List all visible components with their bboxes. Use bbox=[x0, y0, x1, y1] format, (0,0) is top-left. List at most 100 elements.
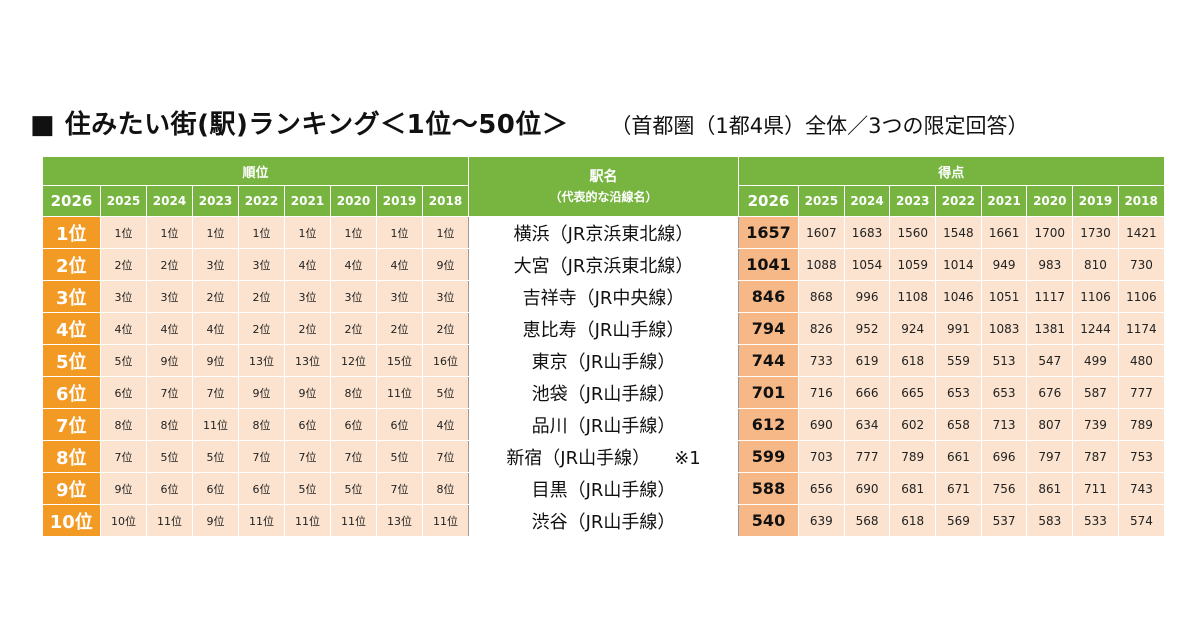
past-score-cell: 665 bbox=[889, 376, 936, 409]
station-name: 吉祥寺（JR中央線） bbox=[522, 287, 685, 309]
station-name: 東京（JR山手線） bbox=[531, 351, 676, 373]
past-score-cell: 983 bbox=[1026, 248, 1073, 281]
score-year-header: 2020 bbox=[1026, 185, 1074, 217]
past-score-cell: 1548 bbox=[935, 216, 982, 249]
rank-year-header: 2018 bbox=[422, 185, 469, 217]
past-score-cell: 711 bbox=[1072, 472, 1119, 505]
current-rank: 5位 bbox=[42, 344, 101, 377]
past-rank-cell: 6位 bbox=[284, 408, 331, 441]
past-rank-cell: 8位 bbox=[422, 472, 469, 505]
past-rank-cell: 2位 bbox=[100, 248, 147, 281]
past-rank-cell: 2位 bbox=[238, 312, 285, 345]
rank-year-header: 2023 bbox=[192, 185, 239, 217]
past-score-cell: 690 bbox=[798, 408, 845, 441]
past-score-cell: 991 bbox=[935, 312, 982, 345]
current-score: 744 bbox=[738, 344, 799, 377]
station-name-cell: 横浜（JR京浜東北線） bbox=[468, 216, 739, 249]
past-rank-cell: 8位 bbox=[146, 408, 193, 441]
past-score-cell: 861 bbox=[1026, 472, 1073, 505]
past-score-cell: 1014 bbox=[935, 248, 982, 281]
past-score-cell: 634 bbox=[843, 408, 890, 441]
past-score-cell: 733 bbox=[798, 344, 845, 377]
past-score-cell: 587 bbox=[1072, 376, 1119, 409]
table-row: 10位 10位 11位 9位 11位 11位 11位 13位 11位 渋谷（JR山手線） 540 63… bbox=[42, 504, 1164, 537]
past-score-cell: 743 bbox=[1117, 472, 1164, 505]
past-rank-cell: 1位 bbox=[238, 216, 285, 249]
table-row: 7位 8位 8位 11位 8位 6位 6位 6位 4位 品川（JR山手線） 612 690 634 602… bbox=[42, 408, 1164, 441]
past-rank-cell: 7位 bbox=[238, 440, 285, 473]
past-score-cell: 696 bbox=[980, 440, 1027, 473]
past-score-cell: 789 bbox=[1117, 408, 1164, 441]
past-rank-cell: 2位 bbox=[376, 312, 423, 345]
rank-year-header: 2019 bbox=[376, 185, 423, 217]
past-rank-cell: 9位 bbox=[422, 248, 469, 281]
past-score-cell: 952 bbox=[843, 312, 890, 345]
past-score-cell: 583 bbox=[1026, 504, 1073, 537]
past-score-cell: 656 bbox=[798, 472, 845, 505]
past-score-cell: 739 bbox=[1072, 408, 1119, 441]
past-score-cell: 1083 bbox=[980, 312, 1027, 345]
past-score-cell: 1381 bbox=[1026, 312, 1073, 345]
table-row: 9位 9位 6位 6位 6位 5位 5位 7位 8位 目黒（JR山手線） 588 656 690 681 6… bbox=[42, 472, 1164, 505]
past-score-cell: 716 bbox=[798, 376, 845, 409]
score-year-header: 2018 bbox=[1117, 185, 1165, 217]
past-score-cell: 513 bbox=[980, 344, 1027, 377]
past-rank-cell: 1位 bbox=[330, 216, 377, 249]
past-rank-cell: 2位 bbox=[422, 312, 469, 345]
past-rank-cell: 16位 bbox=[422, 344, 469, 377]
table-row: 8位 7位 5位 5位 7位 7位 7位 5位 7位 新宿（JR山手線） ※1 599 703 777 78… bbox=[42, 440, 1164, 473]
title-main: ■ 住みたい街(駅)ランキング＜1位～50位＞ bbox=[30, 104, 568, 141]
station-name: 横浜（JR京浜東北線） bbox=[513, 223, 694, 245]
past-score-cell: 996 bbox=[843, 280, 890, 313]
past-score-cell: 1117 bbox=[1026, 280, 1073, 313]
past-rank-cell: 6位 bbox=[192, 472, 239, 505]
past-rank-cell: 9位 bbox=[146, 344, 193, 377]
past-rank-cell: 5位 bbox=[100, 344, 147, 377]
past-score-cell: 537 bbox=[980, 504, 1027, 537]
past-rank-cell: 10位 bbox=[100, 504, 147, 537]
rank-group-header: 順位 bbox=[42, 156, 469, 186]
past-rank-cell: 13位 bbox=[238, 344, 285, 377]
past-score-cell: 666 bbox=[843, 376, 890, 409]
past-rank-cell: 1位 bbox=[284, 216, 331, 249]
past-rank-cell: 2位 bbox=[284, 312, 331, 345]
past-rank-cell: 11位 bbox=[284, 504, 331, 537]
past-rank-cell: 4位 bbox=[146, 312, 193, 345]
past-rank-cell: 11位 bbox=[422, 504, 469, 537]
past-score-cell: 1106 bbox=[1072, 280, 1119, 313]
station-name: 池袋（JR山手線） bbox=[531, 383, 676, 405]
past-rank-cell: 9位 bbox=[100, 472, 147, 505]
past-rank-cell: 12位 bbox=[330, 344, 377, 377]
past-score-cell: 533 bbox=[1072, 504, 1119, 537]
past-score-cell: 653 bbox=[980, 376, 1027, 409]
past-score-cell: 1108 bbox=[889, 280, 936, 313]
past-score-cell: 1046 bbox=[935, 280, 982, 313]
table-row: 3位 3位 3位 2位 2位 3位 3位 3位 3位 吉祥寺（JR中央線） 846 868 996 110… bbox=[42, 280, 1164, 313]
past-rank-cell: 6位 bbox=[238, 472, 285, 505]
title-subtitle: （首都圏（1都4県）全体／3つの限定回答） bbox=[610, 114, 1029, 138]
station-name-cell: 渋谷（JR山手線） bbox=[468, 504, 739, 537]
past-rank-cell: 5位 bbox=[146, 440, 193, 473]
past-rank-cell: 2位 bbox=[146, 248, 193, 281]
score-year-header: 2023 bbox=[889, 185, 937, 217]
station-note: ※1 bbox=[674, 447, 701, 469]
past-score-cell: 602 bbox=[889, 408, 936, 441]
rank-year-header: 2021 bbox=[284, 185, 331, 217]
past-rank-cell: 9位 bbox=[192, 504, 239, 537]
past-score-cell: 1700 bbox=[1026, 216, 1073, 249]
past-rank-cell: 7位 bbox=[146, 376, 193, 409]
current-rank: 7位 bbox=[42, 408, 101, 441]
station-name: 品川（JR山手線） bbox=[531, 415, 676, 437]
past-score-cell: 797 bbox=[1026, 440, 1073, 473]
past-score-cell: 574 bbox=[1117, 504, 1164, 537]
station-name: 新宿（JR山手線） bbox=[506, 447, 651, 469]
rank-year-header: 2026 bbox=[42, 185, 101, 217]
past-score-cell: 924 bbox=[889, 312, 936, 345]
past-score-cell: 569 bbox=[935, 504, 982, 537]
current-rank: 6位 bbox=[42, 376, 101, 409]
past-score-cell: 1421 bbox=[1117, 216, 1164, 249]
current-score: 846 bbox=[738, 280, 799, 313]
past-rank-cell: 3位 bbox=[376, 280, 423, 313]
station-name-cell: 品川（JR山手線） bbox=[468, 408, 739, 441]
score-year-header: 2021 bbox=[980, 185, 1028, 217]
